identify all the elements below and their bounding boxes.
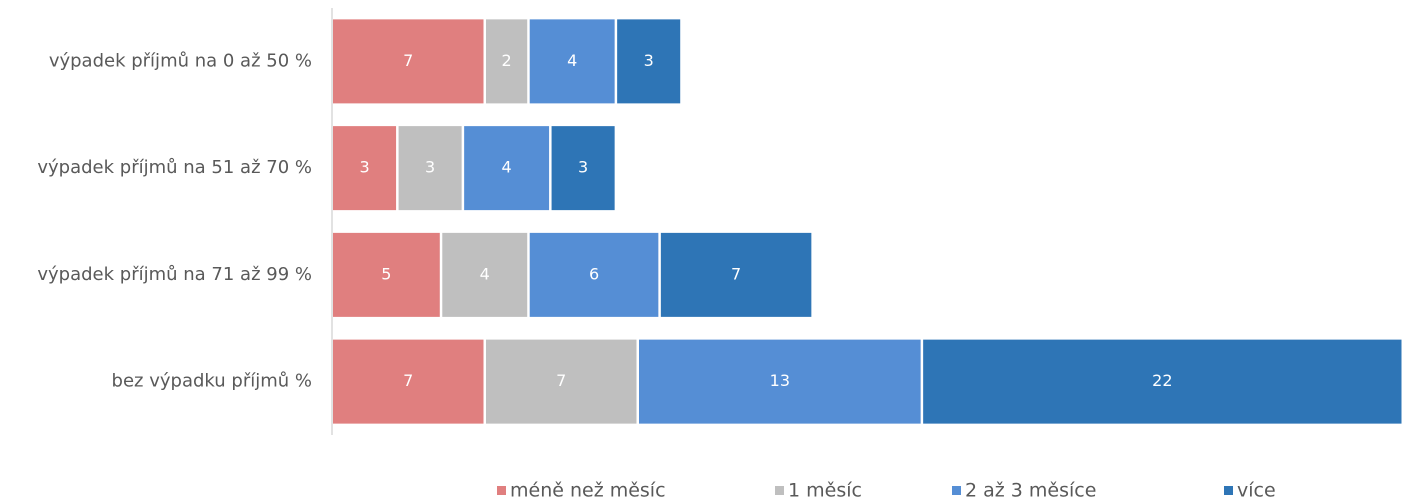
data-label: 6: [589, 264, 599, 283]
bar-segment: [486, 19, 528, 104]
legend-label: 2 až 3 měsíce: [965, 480, 1096, 501]
y-tick-label: bez výpadku příjmů %: [112, 371, 312, 392]
bar-segment: [333, 126, 397, 211]
bar-segment: [639, 339, 921, 424]
data-label: 5: [381, 264, 391, 283]
bar-segment: [398, 126, 462, 211]
data-label: 7: [403, 51, 413, 70]
data-label: 3: [359, 158, 369, 177]
y-tick-label: výpadek příjmů na 0 až 50 %: [49, 50, 312, 71]
data-label: 7: [731, 264, 741, 283]
bar-segment: [923, 339, 1402, 424]
data-label: 3: [644, 51, 654, 70]
bar-segment: [529, 19, 615, 104]
bar-segment: [551, 126, 615, 211]
bar-segment: [464, 126, 550, 211]
bar-segment: [333, 339, 484, 424]
data-label: 4: [480, 264, 490, 283]
bar-segment: [617, 19, 681, 104]
data-label: 7: [403, 371, 413, 390]
legend-swatch: [775, 486, 784, 495]
legend-swatch: [497, 486, 506, 495]
bar-segment: [442, 232, 528, 317]
data-label: 3: [425, 158, 435, 177]
data-label: 4: [502, 158, 512, 177]
data-label: 2: [502, 51, 512, 70]
legend-swatch: [952, 486, 961, 495]
legend-label: 1 měsíc: [788, 480, 862, 501]
bar-segment: [486, 339, 637, 424]
bar-segment: [529, 232, 659, 317]
bar-segment: [660, 232, 812, 317]
data-label: 13: [770, 371, 790, 390]
y-tick-label: výpadek příjmů na 71 až 99 %: [37, 264, 312, 285]
data-label: 4: [567, 51, 577, 70]
data-label: 3: [578, 158, 588, 177]
legend-label: více: [1237, 480, 1276, 501]
legend-swatch: [1224, 486, 1233, 495]
legend-label: méně než měsíc: [510, 480, 666, 501]
y-tick-label: výpadek příjmů na 51 až 70 %: [37, 157, 312, 178]
bar-segment: [333, 19, 484, 104]
bar-segment: [333, 232, 440, 317]
data-label: 7: [556, 371, 566, 390]
data-label: 22: [1152, 371, 1172, 390]
